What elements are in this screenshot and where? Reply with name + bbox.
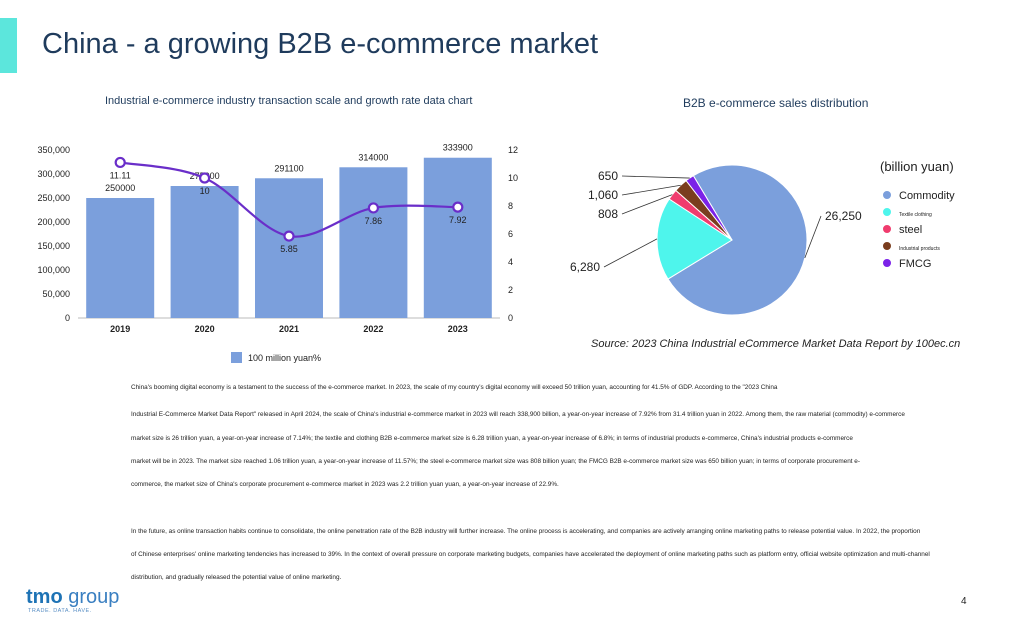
bar-value-label: 333900 xyxy=(443,143,473,153)
pie-leader-line xyxy=(621,184,681,196)
legend-label: Textile clothing xyxy=(899,212,932,218)
growth-rate-point xyxy=(452,201,464,213)
bar-chart: 0 50,000 100,000 150,000 200,000 250,000 300,0… xyxy=(37,143,518,363)
paragraph-line: China's booming digital economy is a tes… xyxy=(131,384,778,391)
bar xyxy=(423,157,492,318)
growth-rate-point xyxy=(367,202,379,214)
y2-tick-label: 8 xyxy=(508,201,513,211)
legend-label: Commodity xyxy=(899,190,955,202)
growth-rate-point xyxy=(283,230,295,242)
source-note: Source: 2023 China Industrial eCommerce … xyxy=(591,338,961,350)
legend-swatch xyxy=(883,191,891,199)
pie-chart-title: B2B e-commerce sales distribution xyxy=(683,96,869,110)
pie-value-label: 650 xyxy=(598,169,618,183)
growth-rate-label: 11.11 xyxy=(110,170,131,180)
legend-swatch xyxy=(883,259,891,267)
pie-slice xyxy=(667,164,808,316)
bar xyxy=(339,167,408,318)
growth-rate-label: 10 xyxy=(200,186,210,196)
pie-leader-line xyxy=(621,175,690,179)
y2-tick-label: 0 xyxy=(508,313,513,323)
paragraph-line: Industrial E-Commerce Market Data Report… xyxy=(131,411,905,418)
bar-value-label: 291100 xyxy=(274,163,303,173)
x-tick-label: 2020 xyxy=(195,324,215,334)
pie-leader-line xyxy=(804,215,822,259)
paragraph-line: market size is 26 trillion yuan, a year-… xyxy=(131,435,853,442)
page-number: 4 xyxy=(961,596,967,607)
pie-slice xyxy=(685,175,733,241)
pie-chart: 26,250 6,280 808 1,060 650 (billion yuan) Comm… xyxy=(570,159,955,316)
pie-slice xyxy=(656,198,733,280)
y-tick-label: 350,000 xyxy=(37,145,70,155)
y2-tick-label: 10 xyxy=(508,173,518,183)
bar-value-label: 250000 xyxy=(105,183,135,193)
growth-rate-label: 7.92 xyxy=(449,215,467,225)
bar xyxy=(255,178,323,318)
legend-label: 100 million yuan% xyxy=(248,353,321,363)
legend-swatch xyxy=(883,225,891,233)
brand-logo: tmo group xyxy=(26,586,120,608)
bar xyxy=(86,198,155,318)
x-tick-label: 2019 xyxy=(110,324,130,334)
growth-rate-point xyxy=(199,172,211,184)
y-tick-label: 100,000 xyxy=(37,265,70,275)
paragraph-line: market will be in 2023. The market size … xyxy=(131,458,860,465)
paragraph-line: In the future, as online transaction hab… xyxy=(131,528,921,535)
legend-swatch xyxy=(883,208,891,216)
paragraph-line: commerce, the market size of China's cor… xyxy=(131,481,559,488)
bar-chart-title: Industrial e-commerce industry transacti… xyxy=(105,95,473,107)
x-tick-label: 2023 xyxy=(448,324,468,334)
bar-value-label: 314000 xyxy=(358,152,388,162)
y-tick-label: 250,000 xyxy=(37,193,70,203)
pie-value-label: 6,280 xyxy=(570,260,600,274)
y2-tick-label: 12 xyxy=(508,145,518,155)
pie-unit-label: (billion yuan) xyxy=(880,159,954,174)
legend-swatch xyxy=(883,242,891,250)
y2-tick-label: 4 xyxy=(508,257,513,267)
legend-label: steel xyxy=(899,224,922,236)
y-tick-label: 0 xyxy=(65,313,70,323)
brand-tagline: TRADE. DATA. HAVE. xyxy=(28,608,92,614)
growth-rate-point xyxy=(114,156,126,169)
paragraph-line: of Chinese enterprises' online marketing… xyxy=(131,551,930,558)
legend-label: Industrial products xyxy=(899,246,940,252)
pie-value-label: 808 xyxy=(598,207,618,221)
y2-tick-label: 2 xyxy=(508,285,513,295)
pie-leader-line xyxy=(621,194,673,215)
slide-title: China - a growing B2B e-commerce market xyxy=(42,28,599,60)
x-tick-label: 2021 xyxy=(279,324,299,334)
accent-bar xyxy=(0,18,17,73)
y-tick-label: 200,000 xyxy=(37,217,70,227)
pie-leader-line xyxy=(603,238,658,268)
growth-rate-label: 5.85 xyxy=(280,244,298,254)
legend-swatch xyxy=(231,352,242,363)
x-tick-label: 2022 xyxy=(363,324,383,334)
y-tick-label: 50,000 xyxy=(42,289,70,299)
legend-label: FMCG xyxy=(899,258,931,270)
pie-value-label: 1,060 xyxy=(588,188,618,202)
growth-rate-label: 7.86 xyxy=(365,216,383,226)
pie-value-label: 26,250 xyxy=(825,209,862,223)
bar xyxy=(170,186,239,318)
paragraph-line: distribution, and gradually released the… xyxy=(131,574,342,581)
y-tick-label: 150,000 xyxy=(37,241,70,251)
y2-tick-label: 6 xyxy=(508,229,513,239)
y-tick-label: 300,000 xyxy=(37,169,70,179)
